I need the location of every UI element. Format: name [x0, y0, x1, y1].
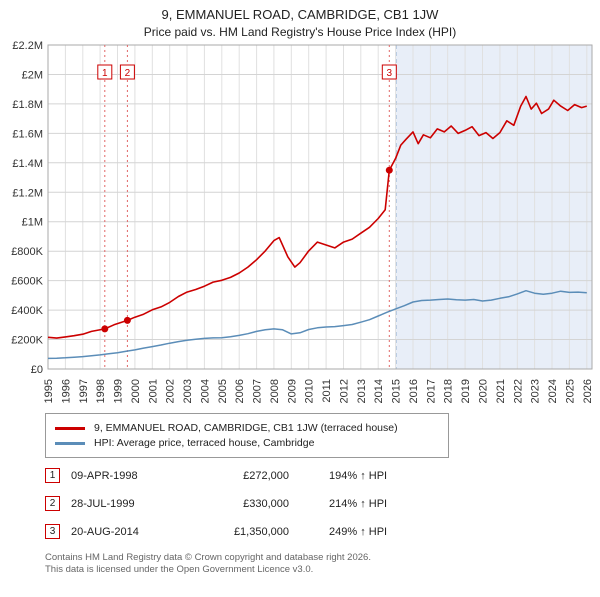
y-tick-label: £1.2M [12, 187, 43, 199]
x-tick-label: 2020 [478, 379, 490, 403]
x-tick-label: 2015 [391, 379, 403, 403]
transaction-hpi-delta: 194% ↑ HPI [329, 469, 388, 482]
legend-row-hpi: HPI: Average price, terraced house, Camb… [55, 437, 439, 449]
y-tick-label: £2M [22, 70, 43, 82]
y-tick-label: £800K [11, 246, 43, 258]
x-tick-label: 2005 [217, 379, 229, 403]
footer-line-2: This data is licensed under the Open Gov… [45, 564, 314, 576]
y-tick-label: £600K [11, 276, 43, 288]
transaction-number-badge: 2 [45, 496, 60, 511]
sale-point-dot [123, 316, 131, 324]
property-price-line [47, 95, 588, 339]
x-tick-label: 1996 [60, 379, 72, 403]
transaction-price: £272,000 [243, 469, 289, 482]
y-tick-label: £1.6M [12, 128, 43, 140]
x-tick-label: 2010 [304, 379, 316, 403]
red-line-swatch [55, 426, 85, 430]
x-tick-label: 2021 [495, 379, 507, 403]
x-tick-label: 2019 [460, 379, 472, 403]
sale-number-label: 2 [125, 68, 131, 79]
transaction-price: £330,000 [243, 497, 289, 510]
transaction-hpi-delta: 249% ↑ HPI [329, 525, 388, 538]
y-tick-label: £400K [11, 305, 43, 317]
x-tick-label: 2001 [147, 379, 159, 403]
page-subtitle: Price paid vs. HM Land Registry's House … [143, 25, 457, 39]
transaction-price: £1,350,000 [233, 525, 289, 538]
copyright-footer: Contains HM Land Registry data © Crown c… [45, 552, 600, 577]
y-tick-label: £1M [22, 217, 43, 229]
x-tick-label: 2000 [130, 379, 142, 403]
x-tick-label: 2012 [339, 379, 351, 403]
x-tick-label: 2004 [199, 379, 211, 403]
legend-label-hpi: HPI: Average price, terraced house, Camb… [94, 437, 315, 449]
x-tick-label: 2016 [408, 379, 420, 403]
x-tick-label: 2013 [356, 379, 368, 403]
x-tick-label: 2011 [321, 379, 333, 403]
legend-row-property: 9, EMMANUEL ROAD, CAMBRIDGE, CB1 1JW (te… [55, 422, 439, 434]
price-history-chart: 1995 1996 1997 1998 1999 2000 2001 2002 2003 2004… [11, 40, 594, 403]
x-tick-label: 2003 [182, 379, 194, 403]
transaction-number-badge: 3 [45, 524, 60, 539]
sale-point-dot [385, 166, 393, 174]
x-tick-label: 2026 [582, 379, 594, 403]
x-tick-label: 2023 [530, 379, 542, 403]
x-tick-label: 1997 [78, 379, 90, 403]
transaction-date: 28-JUL-1999 [71, 497, 135, 510]
legend-label-property: 9, EMMANUEL ROAD, CAMBRIDGE, CB1 1JW (te… [94, 422, 398, 434]
transaction-row-3: 3 20-AUG-2014 £1,350,000 249% ↑ HPI [45, 524, 600, 539]
page-title: 9, EMMANUEL ROAD, CAMBRIDGE, CB1 1JW [161, 7, 439, 22]
x-tick-label: 2024 [547, 379, 559, 403]
x-tick-label: 2006 [234, 379, 246, 403]
transaction-date: 09-APR-1998 [71, 469, 138, 482]
y-tick-label: £1.4M [12, 158, 43, 170]
x-tick-label: 2014 [373, 379, 385, 403]
transaction-row-2: 2 28-JUL-1999 £330,000 214% ↑ HPI [45, 496, 600, 511]
transaction-number-badge: 1 [45, 468, 60, 483]
x-tick-label: 2002 [165, 379, 177, 403]
transaction-date: 20-AUG-2014 [71, 525, 139, 538]
x-tick-label: 2022 [512, 379, 524, 403]
y-tick-label: £0 [31, 364, 43, 376]
x-tick-label: 2017 [425, 379, 437, 403]
blue-line-swatch [55, 441, 85, 445]
transaction-row-1: 1 09-APR-1998 £272,000 194% ↑ HPI [45, 468, 600, 483]
y-tick-label: £2.2M [12, 40, 43, 52]
x-tick-label: 2025 [564, 379, 576, 403]
plot-border [47, 44, 593, 370]
transaction-table: 1 09-APR-1998 £272,000 194% ↑ HPI 2 28-J… [45, 468, 600, 539]
x-tick-label: 1999 [113, 379, 125, 403]
chart-title-block: 9, EMMANUEL ROAD, CAMBRIDGE, CB1 1JW Pri… [0, 7, 600, 39]
footer-line-1: Contains HM Land Registry data © Crown c… [45, 552, 371, 563]
x-tick-label: 1998 [95, 379, 107, 403]
sale-number-box [97, 64, 113, 80]
y-tick-label: £1.8M [12, 99, 43, 111]
y-tick-label: £200K [11, 335, 43, 347]
x-tick-label: 2009 [286, 379, 298, 403]
hpi-line [47, 289, 587, 360]
sale-number-label: 1 [102, 68, 108, 79]
x-tick-label: 2007 [252, 379, 264, 403]
x-tick-label: 2008 [269, 379, 281, 403]
sale-number-label: 3 [387, 68, 393, 79]
sale-point-dot [101, 325, 109, 333]
x-tick-label: 2018 [443, 379, 455, 403]
hpi-forecast-shaded-region [396, 45, 592, 369]
transaction-hpi-delta: 214% ↑ HPI [329, 497, 388, 510]
sale-number-box [381, 64, 397, 80]
sale-number-box [119, 64, 135, 80]
chart-legend: 9, EMMANUEL ROAD, CAMBRIDGE, CB1 1JW (te… [45, 413, 449, 458]
x-tick-label: 1995 [43, 379, 55, 403]
